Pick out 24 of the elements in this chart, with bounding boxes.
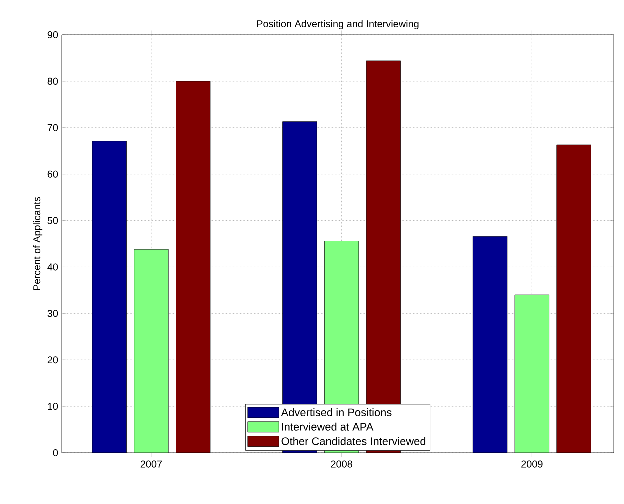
bar bbox=[514, 294, 550, 453]
y-tick-label: 50 bbox=[48, 217, 58, 224]
y-tick-label: 40 bbox=[48, 264, 58, 271]
y-tick-label: 60 bbox=[48, 170, 58, 178]
y-tick-label: 0 bbox=[53, 449, 58, 457]
chart-title: Position Advertising and Interviewing bbox=[257, 20, 419, 30]
y-tick-label: 10 bbox=[48, 403, 58, 410]
legend-label: Advertised in Positions bbox=[281, 408, 392, 416]
x-tick-label: 2008 bbox=[331, 460, 352, 468]
y-tick-label: 80 bbox=[48, 78, 58, 85]
x-tick-label: 2007 bbox=[140, 460, 162, 468]
y-tick-label: 30 bbox=[48, 310, 58, 318]
legend-label: Interviewed at APA bbox=[282, 422, 374, 431]
bar bbox=[556, 144, 592, 453]
x-tick-label: 2009 bbox=[522, 460, 543, 468]
bar bbox=[92, 141, 127, 453]
y-tick-label: 70 bbox=[48, 124, 58, 132]
y-tick-label: 90 bbox=[48, 31, 58, 39]
y-tick-label: 20 bbox=[48, 356, 58, 364]
y-axis-title: Percent of Applicants bbox=[33, 197, 43, 290]
bar bbox=[134, 249, 169, 453]
legend-label: Other Candidates Interviewed bbox=[282, 437, 426, 446]
bar bbox=[176, 81, 211, 453]
bar bbox=[472, 236, 508, 453]
